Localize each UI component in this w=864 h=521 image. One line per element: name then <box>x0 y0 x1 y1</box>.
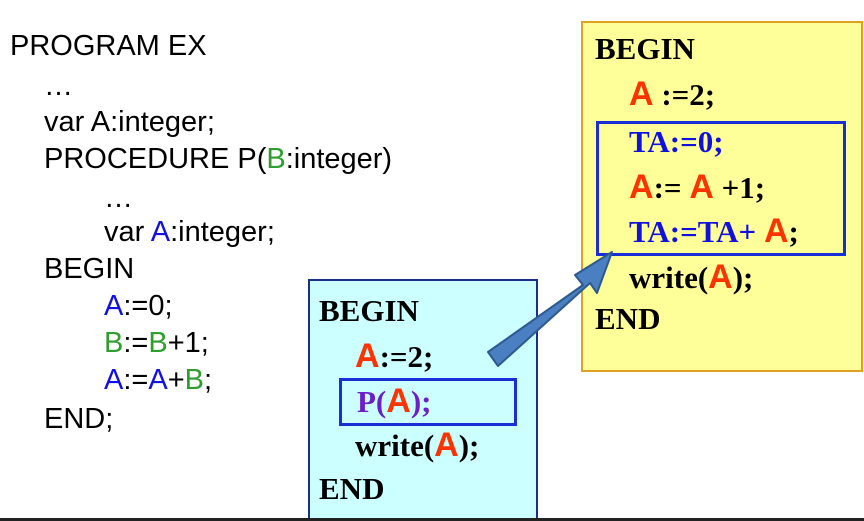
proc-block-begin: BEGIN <box>595 31 695 66</box>
proc-block-ta-sum: TA:=TA+ A; <box>629 212 799 250</box>
body-highlight-box <box>596 121 846 256</box>
proc-block-end: END <box>595 301 661 336</box>
var-a-decl: var A:integer; <box>44 106 215 138</box>
procedure-block: BEGIN A :=2; TA:=0; A:= A +1; TA:=TA+ A;… <box>581 21 863 372</box>
proc-block-assign: A :=2; <box>629 75 716 113</box>
stmt-a-sum: A:=A+B; <box>104 364 213 396</box>
proc-block-ta-init: TA:=0; <box>629 124 724 159</box>
main-write: write(A); <box>355 426 480 464</box>
bottom-rule <box>0 518 864 521</box>
call-highlight-box <box>339 378 517 426</box>
proc-block-write: write(A); <box>629 258 754 296</box>
proc-block-a-inc: A:= A +1; <box>629 168 766 206</box>
proc-begin: BEGIN <box>44 253 135 285</box>
arrow-shape <box>487 251 613 367</box>
main-call-p: P(A); <box>357 382 432 420</box>
proc-end: END; <box>44 403 114 435</box>
ellipsis-2: … <box>104 182 133 214</box>
ellipsis-1: … <box>44 70 73 102</box>
main-begin: BEGIN <box>319 293 419 328</box>
procedure-header: PROCEDURE P(B:integer) <box>44 143 393 175</box>
stmt-a-zero: A:=0; <box>104 290 173 322</box>
stmt-b-inc: B:=B+1; <box>104 327 209 359</box>
program-header: PROGRAM EX <box>10 30 207 62</box>
main-assign: A:=2; <box>355 337 434 375</box>
main-end: END <box>319 471 385 506</box>
local-var-decl: var A:integer; <box>104 216 275 248</box>
